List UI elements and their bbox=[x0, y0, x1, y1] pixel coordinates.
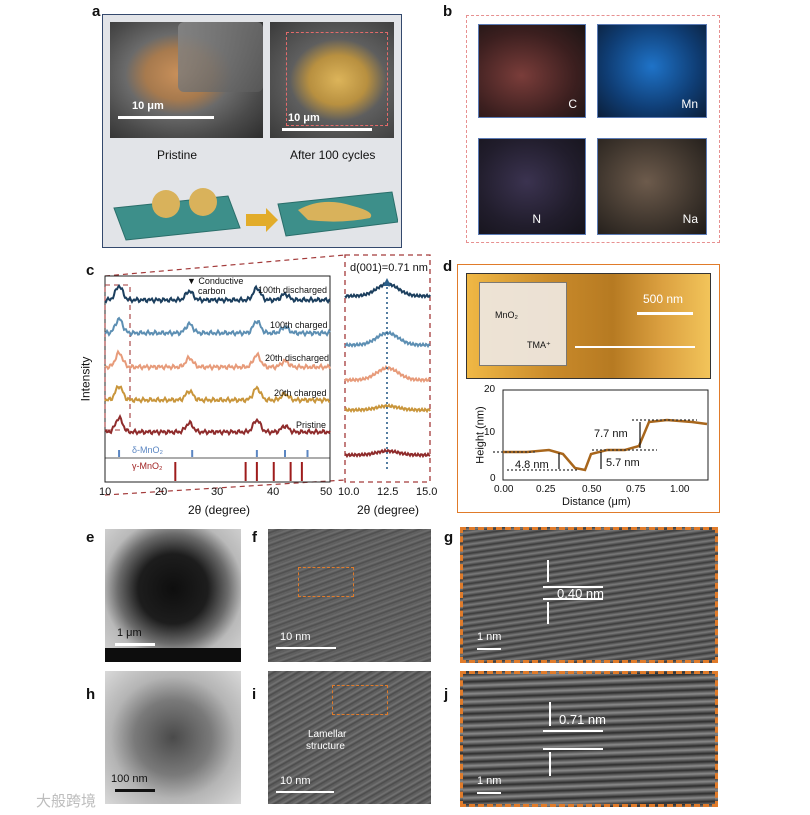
eds-label-nitrogen: N bbox=[532, 212, 541, 226]
series-label-20th-charged: 20th charged bbox=[274, 388, 327, 398]
sem-cycled-image: 10 μm bbox=[270, 22, 394, 138]
xrd-tick-50: 50 bbox=[320, 486, 333, 498]
step-label-7-7: 7.7 nm bbox=[594, 428, 628, 440]
series-label-100th-charged: 100th charged bbox=[270, 320, 328, 330]
watermark: 大般跨境 bbox=[36, 793, 97, 810]
xrd-zoom-group bbox=[344, 281, 431, 459]
xrd-series-line-3 bbox=[104, 384, 331, 405]
afm-scale: 500 nm bbox=[643, 292, 684, 306]
height-ytick-0: 0 bbox=[490, 473, 496, 484]
xrd-zoom-line-1 bbox=[344, 330, 431, 349]
xrd-chart bbox=[104, 254, 431, 496]
caption-after-100-cycles: After 100 cycles bbox=[290, 148, 376, 162]
sem-pristine-scale: 10 μm bbox=[132, 100, 164, 112]
xrd-xlabel: 2θ (degree) bbox=[188, 503, 251, 517]
panel-d-frame bbox=[457, 264, 720, 513]
hrtem-j-spacing: 0.71 nm bbox=[559, 712, 606, 727]
eds-label-manganese: Mn bbox=[681, 97, 698, 111]
panel-h-label: h bbox=[86, 686, 96, 703]
panel-i-label: i bbox=[252, 686, 257, 703]
xrd-annotation: d(001)=0.71 nm bbox=[350, 262, 428, 274]
panel-c-label: c bbox=[86, 262, 95, 279]
xrd-ylabel: Intensity bbox=[78, 356, 93, 402]
hrtem-g-scale: 1 nm bbox=[477, 631, 502, 643]
xrd-zoom-tick-12-5: 12.5 bbox=[377, 486, 399, 498]
hrtem-f-scale: 10 nm bbox=[280, 631, 311, 643]
height-xlabel: Distance (μm) bbox=[562, 496, 631, 508]
xrd-zoom-line-3 bbox=[344, 403, 431, 414]
hrtem-image-j: 0.71 nm 1 nm bbox=[460, 671, 718, 807]
step-label-4-8: 4.8 nm bbox=[515, 459, 549, 471]
xrd-zoom-line-4 bbox=[344, 448, 431, 459]
ref-label-delta: δ-MnO₂ bbox=[132, 445, 164, 455]
xrd-zoom-tick-10: 10.0 bbox=[338, 486, 360, 498]
tem-h-scale: 100 nm bbox=[111, 773, 148, 785]
afm-inset-tma: TMA⁺ bbox=[527, 340, 551, 350]
afm-inset-mno2: MnO₂ bbox=[495, 310, 518, 320]
xrd-tick-10: 10 bbox=[99, 486, 112, 498]
xrd-series-group bbox=[104, 283, 331, 437]
eds-map-nitrogen: N bbox=[478, 138, 586, 235]
height-profile-chart bbox=[493, 389, 709, 481]
panel-f-label: f bbox=[252, 529, 257, 546]
step-label-5-7: 5.7 nm bbox=[606, 457, 640, 469]
eds-map-sodium: Na bbox=[597, 138, 707, 235]
height-xtick-3: 0.75 bbox=[626, 484, 646, 495]
hrtem-image-f: 10 nm bbox=[268, 529, 431, 662]
sem-pristine-image: 10 μm bbox=[110, 22, 263, 138]
xrd-tick-30: 30 bbox=[211, 486, 224, 498]
eds-label-sodium: Na bbox=[682, 212, 698, 226]
eds-map-manganese: Mn bbox=[597, 24, 707, 118]
eds-map-carbon: C bbox=[478, 24, 586, 118]
xrd-series-line-1 bbox=[104, 316, 331, 338]
series-label-20th-discharged: 20th discharged bbox=[265, 353, 330, 363]
panel-e-label: e bbox=[86, 529, 95, 546]
hrtem-image-i: Lamellar structure 10 nm bbox=[268, 671, 431, 804]
hrtem-i-scale: 10 nm bbox=[280, 775, 311, 787]
hrtem-image-g: 0.40 nm 1 nm bbox=[460, 527, 718, 663]
xrd-carbon-note-1: ▼ Conductive bbox=[187, 276, 244, 286]
ref-label-gamma: γ-MnO₂ bbox=[132, 461, 163, 471]
height-xtick-4: 1.00 bbox=[670, 484, 690, 495]
panel-a-label: a bbox=[92, 3, 101, 20]
xrd-reference-group bbox=[118, 450, 309, 481]
height-ytick-20: 20 bbox=[484, 384, 496, 395]
series-label-pristine: Pristine bbox=[296, 420, 327, 430]
xrd-tick-20: 20 bbox=[155, 486, 168, 498]
panel-d-label: d bbox=[443, 258, 453, 275]
schematic-illustration bbox=[113, 188, 398, 241]
sem-cycled-scale: 10 μm bbox=[288, 112, 320, 124]
xrd-carbon-note-2: carbon bbox=[198, 286, 226, 296]
xrd-tick-40: 40 bbox=[267, 486, 280, 498]
tem-e-scale: 1 μm bbox=[117, 627, 142, 639]
tem-image-h: 100 nm bbox=[105, 671, 241, 804]
xrd-series-line-2 bbox=[104, 349, 331, 372]
height-xtick-0: 0.00 bbox=[494, 484, 514, 495]
height-ytick-10: 10 bbox=[484, 427, 496, 438]
xrd-series-line-4 bbox=[104, 414, 331, 437]
xrd-zoom-tick-15: 15.0 bbox=[416, 486, 438, 498]
hrtem-j-scale: 1 nm bbox=[477, 775, 502, 787]
height-xtick-2: 0.50 bbox=[582, 484, 602, 495]
afm-image: MnO₂ TMA⁺ 500 nm bbox=[466, 273, 711, 379]
xrd-series-line-0 bbox=[104, 283, 331, 305]
hrtem-i-note-1: Lamellar bbox=[308, 729, 347, 740]
panel-b-label: b bbox=[443, 3, 453, 20]
panel-j-label: j bbox=[444, 686, 449, 703]
hrtem-i-note-2: structure bbox=[306, 741, 345, 752]
height-xtick-1: 0.25 bbox=[536, 484, 556, 495]
tem-image-e: 1 μm bbox=[105, 529, 241, 662]
panel-g-label: g bbox=[444, 529, 454, 546]
xrd-zoom-line-2 bbox=[344, 365, 431, 384]
eds-label-carbon: C bbox=[568, 97, 577, 111]
hrtem-g-spacing: 0.40 nm bbox=[557, 586, 604, 601]
series-label-100th-discharged: 100th discharged bbox=[258, 285, 328, 295]
xrd-zoom-xlabel: 2θ (degree) bbox=[357, 503, 420, 517]
panel-b-frame bbox=[466, 15, 720, 243]
caption-pristine: Pristine bbox=[157, 148, 198, 162]
